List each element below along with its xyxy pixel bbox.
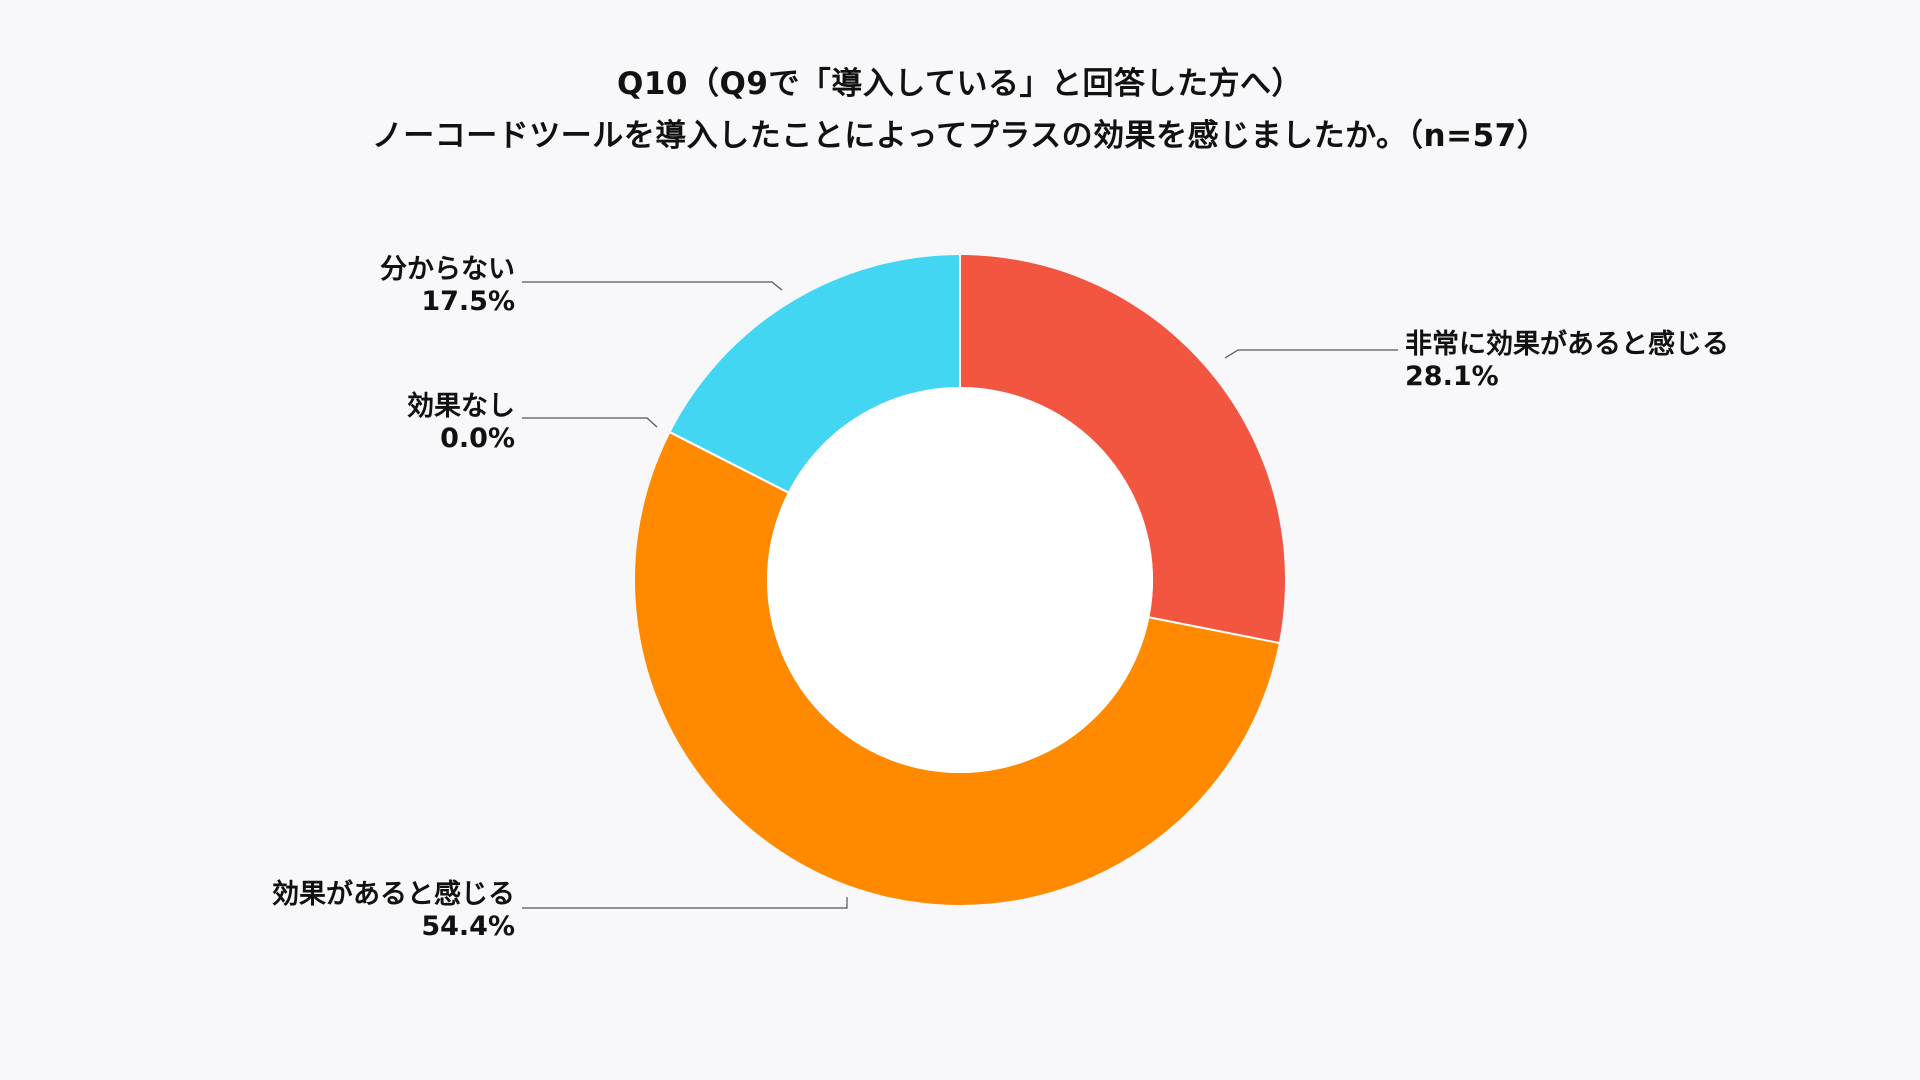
slice-category-label: 分からない xyxy=(380,254,515,285)
leader-line-2 xyxy=(522,897,848,909)
donut-hole xyxy=(767,387,1153,773)
slice-value-label: 17.5% xyxy=(421,286,515,317)
slice-value-label: 54.4% xyxy=(421,911,515,942)
slice-category-label: 効果があると感じる xyxy=(272,878,515,910)
donut-slice-2 xyxy=(635,432,1279,905)
slice-category-label: 非常に効果があると感じる xyxy=(1405,328,1729,360)
slice-separator xyxy=(669,431,789,494)
slice-value-label: 0.0% xyxy=(440,423,515,454)
donut-slice-1 xyxy=(960,255,1285,643)
slice-category-label: 効果なし xyxy=(407,390,515,422)
slice-separator xyxy=(1149,616,1280,644)
leader-line-1 xyxy=(1224,349,1398,359)
chart-title: Q10（Q9で「導入している」と回答した方へ） xyxy=(617,66,1303,102)
leader-line-3 xyxy=(522,417,658,428)
donut-slice-4 xyxy=(670,255,960,493)
leader-line-4 xyxy=(522,281,783,291)
slice-value-label: 28.1% xyxy=(1405,361,1499,392)
chart-subtitle: ノーコードツールを導入したことによってプラスの効果を感じましたか。（n=57） xyxy=(371,118,1549,154)
